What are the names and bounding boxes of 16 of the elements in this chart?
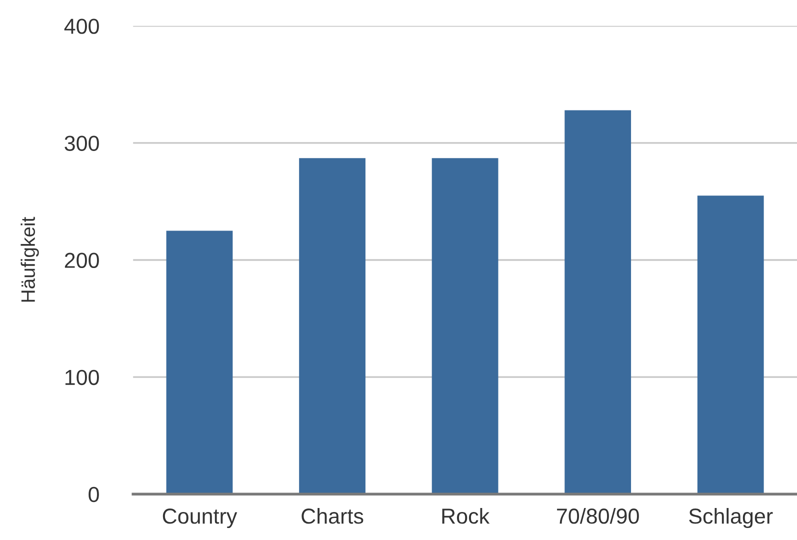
y-tick-label: 200 — [64, 252, 99, 268]
x-tick-label: Country — [162, 508, 238, 528]
bar — [166, 230, 233, 494]
y-axis-title: Häufigkeit — [20, 216, 39, 302]
x-tick-label: Charts — [302, 508, 364, 524]
bar — [432, 158, 498, 494]
y-tick-label: 100 — [65, 370, 99, 386]
y-tick-label: 300 — [64, 136, 99, 151]
y-tick-label: 400 — [64, 18, 99, 34]
y-tick-label: 0 — [88, 486, 99, 502]
bar — [697, 196, 764, 494]
bar — [564, 110, 632, 494]
x-tick-label: Schlager — [689, 508, 773, 528]
x-tick-label: Rock — [442, 508, 490, 524]
x-tick-label: 70/80/90 — [557, 508, 639, 524]
bar — [299, 158, 366, 494]
